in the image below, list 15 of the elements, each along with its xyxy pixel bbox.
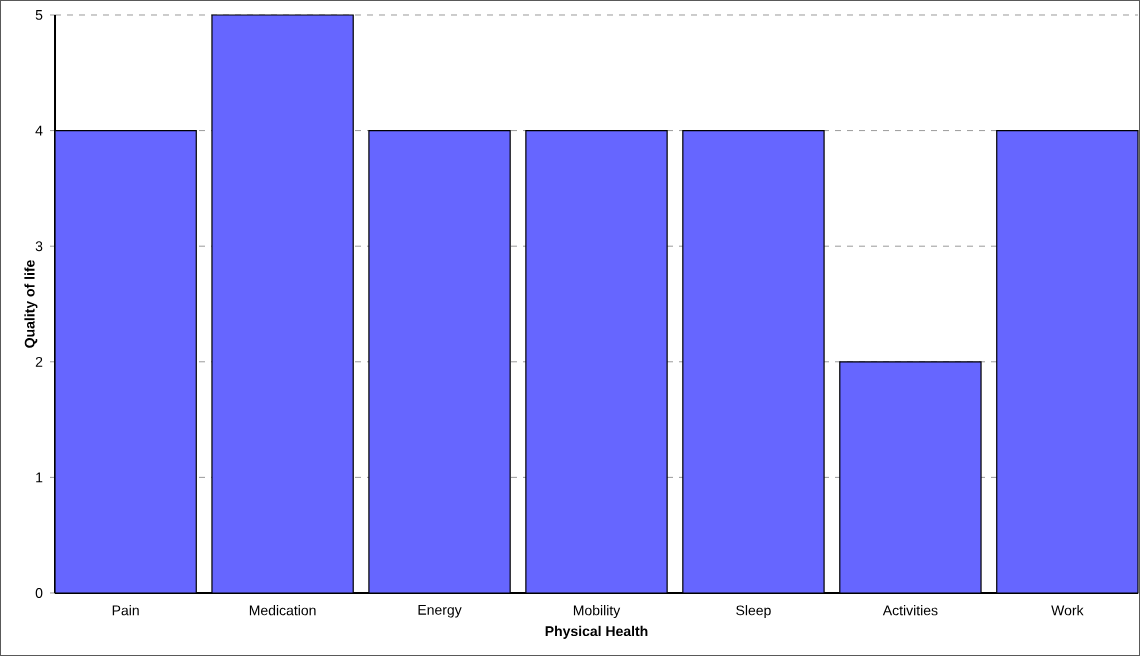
- x-tick-label: Sleep: [736, 605, 771, 619]
- x-tick-label: Pain: [112, 605, 139, 616]
- x-tick-label: Mobility: [573, 605, 621, 619]
- x-tick-label: Activities: [882, 605, 938, 616]
- x-tick-label: Energy: [418, 605, 462, 618]
- y-tick-label: 2: [35, 356, 43, 367]
- x-tick-label: Work: [1051, 605, 1084, 616]
- x-axis-title: Physical Health: [545, 625, 648, 639]
- y-tick-label: 0: [35, 588, 43, 598]
- y-tick-label: 3: [35, 241, 43, 252]
- y-tick-label: 4: [35, 125, 43, 136]
- y-tick-label: 1: [36, 472, 43, 483]
- x-tick-label: Medication: [249, 605, 316, 616]
- y-axis-title: Quality of life: [24, 260, 38, 348]
- y-tick-label: 5: [35, 10, 43, 20]
